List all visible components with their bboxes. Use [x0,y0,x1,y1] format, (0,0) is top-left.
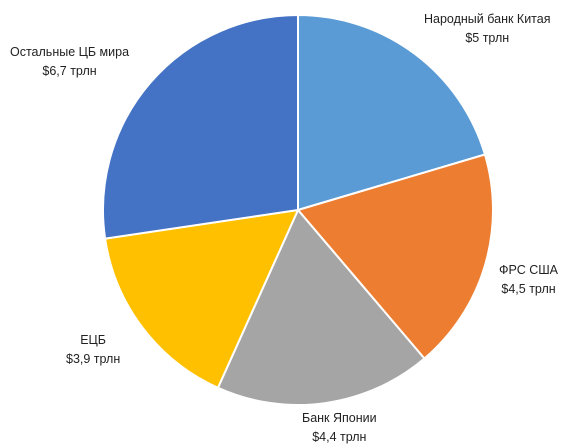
label-china: Народный банк Китая $5 трлн [424,10,550,48]
label-fed-value: $4,5 трлн [501,282,556,296]
pie-slice-fed [296,153,494,360]
label-other: Остальные ЦБ мира $6,7 трлн [10,43,129,81]
label-china-value: $5 трлн [465,31,510,45]
label-boj: Банк Японии $4,4 трлн [302,409,377,447]
pie-slice-ecb [103,208,300,390]
label-boj-name: Банк Японии [302,411,377,425]
label-china-name: Народный банк Китая [424,12,551,26]
label-ecb-name: ЕЦБ [80,333,107,347]
label-other-value: $6,7 трлн [42,64,97,78]
label-ecb: ЕЦБ $3,9 трлн [66,331,120,369]
pie-slice-china [297,13,487,212]
label-fed-name: ФРС США [499,263,559,277]
label-other-name: Остальные ЦБ мира [10,45,130,59]
label-boj-value: $4,4 трлн [312,430,367,444]
pie-slice-boj [216,208,426,406]
label-fed: ФРС США $4,5 трлн [499,261,558,299]
pie-slice-other [102,13,299,240]
label-ecb-value: $3,9 трлн [66,352,121,366]
